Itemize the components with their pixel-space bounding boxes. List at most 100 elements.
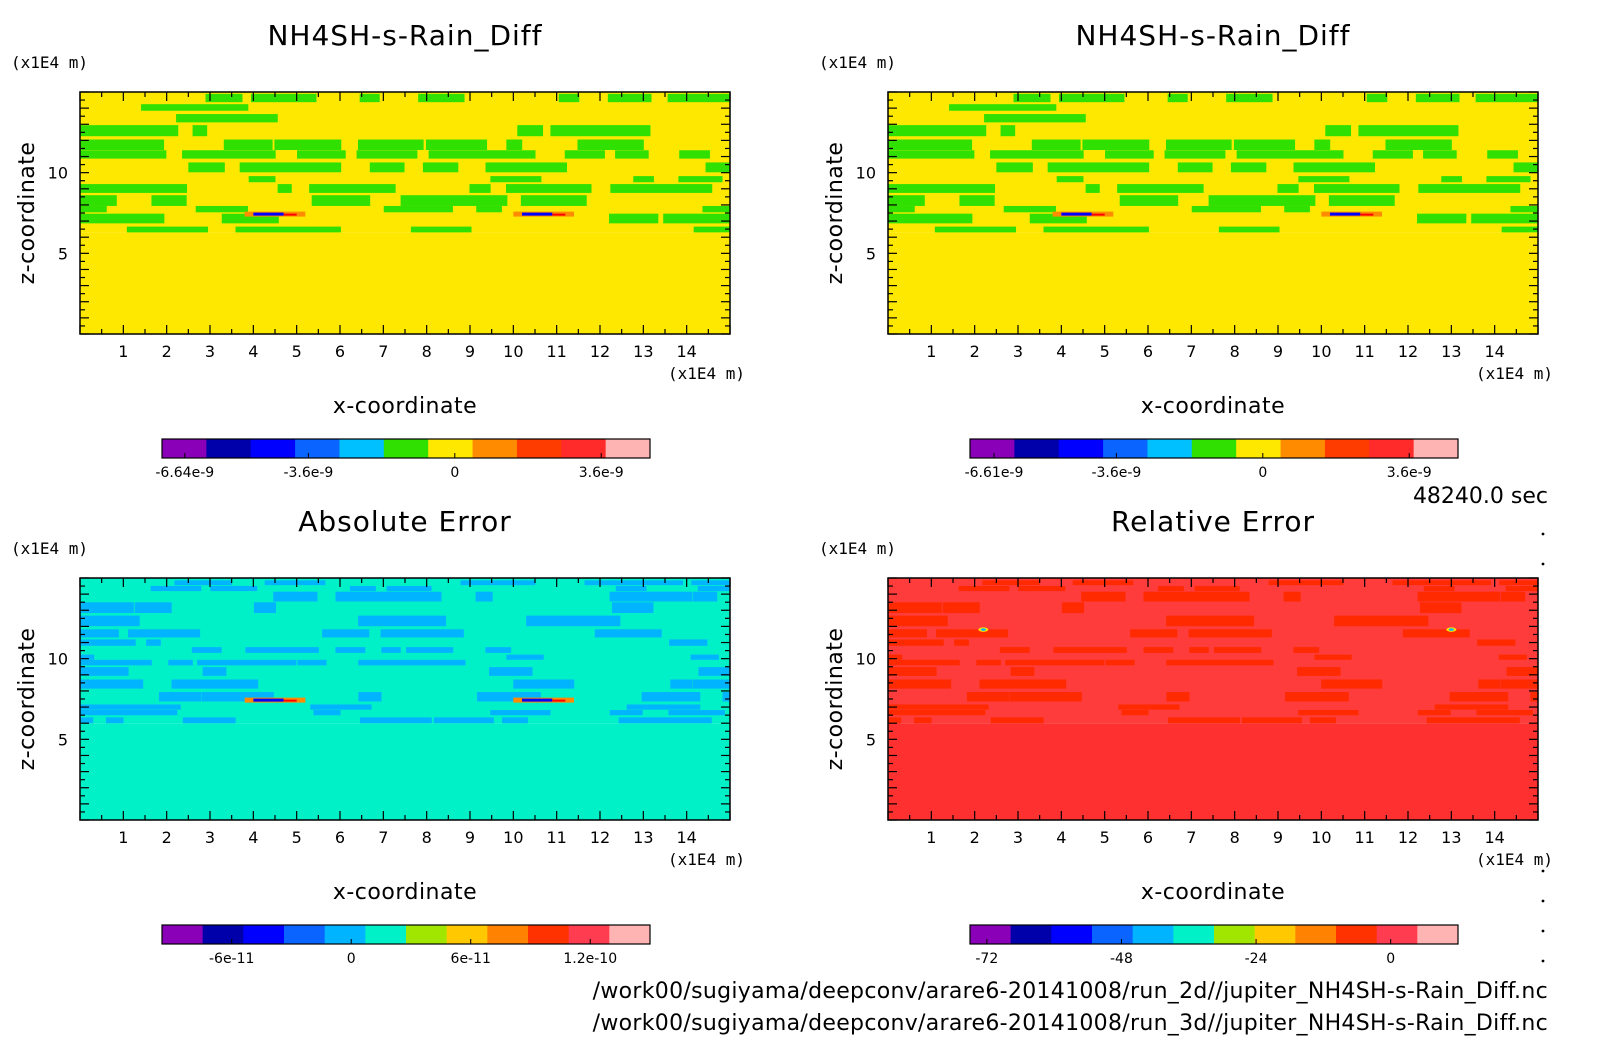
field-stripe	[151, 195, 187, 206]
field-stripe	[888, 602, 942, 614]
x-axis-label: x-coordinate	[333, 880, 477, 905]
field-stripe	[106, 717, 124, 724]
field-stripe	[990, 150, 1084, 159]
field-stripe	[313, 710, 341, 716]
field-feature	[552, 213, 566, 216]
x-tick-label: 11	[1354, 828, 1374, 847]
x-axis-label: x-coordinate	[1141, 394, 1285, 419]
field-stripe	[1061, 602, 1085, 614]
colorbar-bin	[406, 925, 448, 944]
field-stripe	[633, 176, 654, 183]
field-stripe	[1105, 150, 1154, 159]
field-stripe	[359, 717, 432, 724]
field-stripe	[663, 213, 730, 224]
x-tick-label: 8	[422, 828, 432, 847]
field-stripe	[584, 580, 683, 586]
field-stripe	[1118, 704, 1180, 710]
field-stripe	[1191, 205, 1261, 213]
field-feature	[283, 213, 297, 216]
footer-file-2d: /work00/sugiyama/deepconv/arare6-2014100…	[593, 979, 1548, 1004]
field-stripe	[80, 667, 129, 676]
x-tick-label: 1	[926, 828, 936, 847]
field-stripe	[176, 114, 278, 123]
x-tick-label: 1	[926, 342, 936, 361]
field-stripe	[146, 639, 161, 646]
chart-panel-1: 1 2 3 4 5 6 7 8 9 10 11 12 13 14510NH4SH-s-Rain_Diff(…	[11, 19, 745, 481]
field-stripe	[433, 717, 494, 724]
field-stripe	[1143, 647, 1174, 653]
field-stripe	[1501, 226, 1538, 233]
field-stripe	[192, 125, 208, 137]
field-stripe	[1471, 213, 1538, 224]
colorbar-bin	[1280, 439, 1326, 458]
field-stripe	[150, 585, 202, 592]
x-tick-label: 10	[1311, 828, 1331, 847]
x-tick-label: 5	[1100, 828, 1110, 847]
x-tick-label: 14	[1484, 342, 1504, 361]
colorbar-bin	[1295, 925, 1337, 944]
y-axis-label: z-coordinate	[823, 628, 848, 771]
field-feature	[1091, 213, 1105, 216]
field-stripe	[80, 139, 165, 150]
field-stripe	[273, 591, 318, 602]
field-stripe	[1208, 195, 1316, 206]
panels-group: 1 2 3 4 5 6 7 8 9 10 11 12 13 14510NH4SH-s-Rain_Diff(…	[11, 19, 1553, 967]
field-stripe	[322, 629, 370, 638]
x-tick-label: 5	[292, 828, 302, 847]
field-stripe	[335, 647, 366, 653]
field-stripe	[888, 667, 937, 676]
colorbar-tick-label: -3.6e-9	[1091, 465, 1141, 481]
x-tick-label: 6	[335, 828, 345, 847]
field-lower-region	[80, 232, 730, 334]
field-stripe	[80, 704, 181, 710]
field-stripe	[1081, 591, 1126, 602]
field-stripe	[205, 93, 243, 103]
field-stripe	[1487, 150, 1518, 159]
field-stripe	[250, 93, 317, 103]
field-stripe	[422, 162, 459, 173]
time-label: 48240.0 sec	[1413, 484, 1548, 509]
field-stripe	[558, 93, 580, 103]
x-tick-label: 7	[1186, 342, 1196, 361]
y-tick-label: 10	[48, 650, 68, 669]
colorbar-bin	[428, 439, 474, 458]
field-stripe	[1165, 139, 1232, 150]
x-tick-label: 4	[1056, 828, 1066, 847]
x-tick-label: 11	[546, 828, 566, 847]
field-stripe	[1478, 679, 1501, 689]
x-tick-label: 14	[676, 342, 696, 361]
field-stripe	[722, 691, 730, 702]
field-stripe	[182, 717, 236, 724]
field-stripe	[126, 226, 209, 233]
field-stripe	[1510, 205, 1538, 213]
field-stripe	[1530, 691, 1538, 702]
field-stripe	[615, 585, 647, 592]
field-stripe	[984, 114, 1086, 123]
colorbar-tick-label: 3.6e-9	[579, 465, 624, 481]
field-stripe	[80, 205, 107, 213]
field-stripe	[335, 591, 442, 602]
field-stripe	[1392, 580, 1491, 586]
x-tick-label: 3	[205, 342, 215, 361]
x-unit-label: (x1E4 m)	[1476, 850, 1553, 869]
field-stripe	[667, 93, 730, 103]
field-stripe	[1003, 205, 1056, 213]
field-stripe	[1498, 654, 1527, 660]
field-stripe	[698, 667, 730, 676]
x-tick-label: 3	[205, 828, 215, 847]
x-tick-label: 3	[1013, 828, 1023, 847]
field-stripe	[1423, 150, 1457, 159]
field-stripe	[1072, 580, 1134, 586]
colorbar-bin	[1417, 925, 1459, 944]
field-stripe	[1506, 667, 1538, 676]
field-stripe	[1277, 184, 1299, 193]
colorbar-bin	[250, 439, 296, 458]
field-stripe	[959, 195, 995, 206]
field-stripe	[1166, 691, 1190, 702]
field-stripe	[349, 585, 376, 592]
field-stripe	[990, 717, 1044, 724]
field-stripe	[610, 184, 713, 193]
y-tick-label: 10	[856, 650, 876, 669]
colorbar-bin	[1010, 925, 1052, 944]
field-stripe	[1417, 710, 1451, 716]
